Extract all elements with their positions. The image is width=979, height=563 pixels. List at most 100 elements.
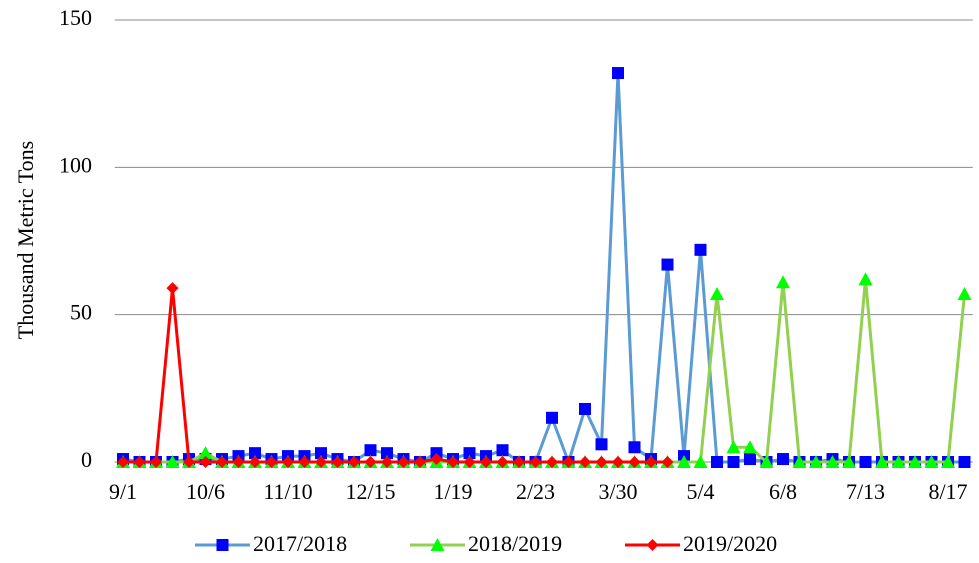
marker — [282, 456, 294, 468]
marker — [743, 440, 757, 454]
marker — [232, 456, 245, 468]
marker — [595, 456, 608, 468]
x-tick-label: 7/13 — [846, 479, 885, 504]
marker — [612, 67, 624, 80]
x-tick-label: 2/23 — [516, 479, 555, 504]
marker — [908, 455, 922, 468]
marker — [958, 456, 971, 468]
marker — [646, 539, 659, 551]
legend-item: 2019/2020 — [625, 531, 777, 556]
marker — [199, 456, 212, 468]
marker — [612, 456, 624, 468]
marker — [315, 447, 327, 460]
marker — [315, 456, 327, 468]
marker — [381, 447, 393, 460]
marker — [809, 455, 823, 468]
marker — [166, 282, 179, 295]
marker — [529, 456, 542, 468]
marker — [198, 446, 213, 460]
marker — [859, 456, 872, 468]
marker — [216, 539, 229, 551]
marker — [645, 456, 657, 468]
marker — [726, 440, 741, 454]
y-axis-label: Thousand Metric Tons — [13, 141, 38, 339]
marker — [397, 456, 410, 468]
series-line — [122, 71, 965, 464]
x-tick-label: 5/4 — [686, 479, 714, 504]
marker — [430, 453, 443, 466]
marker — [759, 455, 774, 468]
marker — [792, 455, 807, 468]
marker — [133, 456, 146, 468]
marker — [546, 456, 558, 468]
series-line — [123, 286, 668, 464]
x-tick-label: 10/6 — [186, 479, 225, 504]
marker — [265, 456, 278, 468]
marker — [924, 455, 939, 468]
marker — [496, 456, 509, 468]
marker — [957, 287, 972, 301]
y-tick-label: 100 — [59, 152, 92, 177]
marker — [216, 456, 228, 468]
x-tick-label: 8/17 — [928, 479, 967, 504]
marker — [677, 455, 691, 468]
marker — [744, 453, 756, 466]
marker — [693, 455, 708, 468]
marker — [694, 243, 707, 256]
marker — [579, 456, 591, 468]
marker — [825, 455, 840, 468]
marker — [858, 272, 873, 286]
x-tick-label: 3/30 — [598, 479, 637, 504]
legend-label: 2019/2020 — [683, 531, 777, 556]
y-tick-label: 150 — [59, 5, 92, 30]
marker — [165, 455, 180, 468]
marker — [579, 402, 591, 415]
marker — [842, 455, 856, 468]
legend-label: 2017/2018 — [253, 531, 347, 556]
legend-item: 2017/2018 — [195, 531, 347, 556]
marker — [364, 456, 377, 468]
marker — [463, 447, 476, 460]
marker — [710, 287, 724, 301]
marker — [496, 444, 509, 457]
marker — [364, 444, 377, 457]
x-tick-label: 12/15 — [345, 479, 395, 504]
x-tick-label: 9/1 — [109, 479, 137, 504]
marker — [414, 456, 426, 468]
marker — [480, 456, 492, 468]
legend-item: 2018/2019 — [410, 531, 562, 556]
marker — [249, 447, 261, 460]
marker — [661, 456, 674, 468]
marker — [381, 456, 393, 468]
x-tick-label: 11/10 — [263, 479, 312, 504]
marker — [546, 411, 558, 424]
series-line — [123, 277, 966, 464]
marker — [463, 456, 476, 468]
marker — [331, 456, 344, 468]
marker — [249, 456, 261, 468]
marker — [430, 538, 445, 551]
marker — [661, 258, 674, 271]
marker — [447, 456, 459, 468]
marker — [117, 456, 129, 468]
marker — [727, 456, 740, 468]
marker — [348, 456, 360, 468]
marker — [562, 456, 575, 468]
marker — [891, 455, 906, 468]
marker — [777, 453, 789, 466]
marker — [150, 456, 162, 468]
marker — [298, 456, 311, 468]
marker — [628, 456, 641, 468]
marker — [183, 456, 195, 468]
marker — [513, 456, 525, 468]
y-tick-label: 0 — [81, 447, 92, 472]
x-tick-label: 1/19 — [433, 479, 472, 504]
marker — [595, 438, 608, 451]
marker — [776, 275, 790, 289]
legend-label: 2018/2019 — [468, 531, 562, 556]
x-tick-label: 6/8 — [769, 479, 797, 504]
marker — [711, 456, 723, 468]
y-tick-label: 50 — [70, 300, 92, 325]
marker — [875, 455, 889, 468]
